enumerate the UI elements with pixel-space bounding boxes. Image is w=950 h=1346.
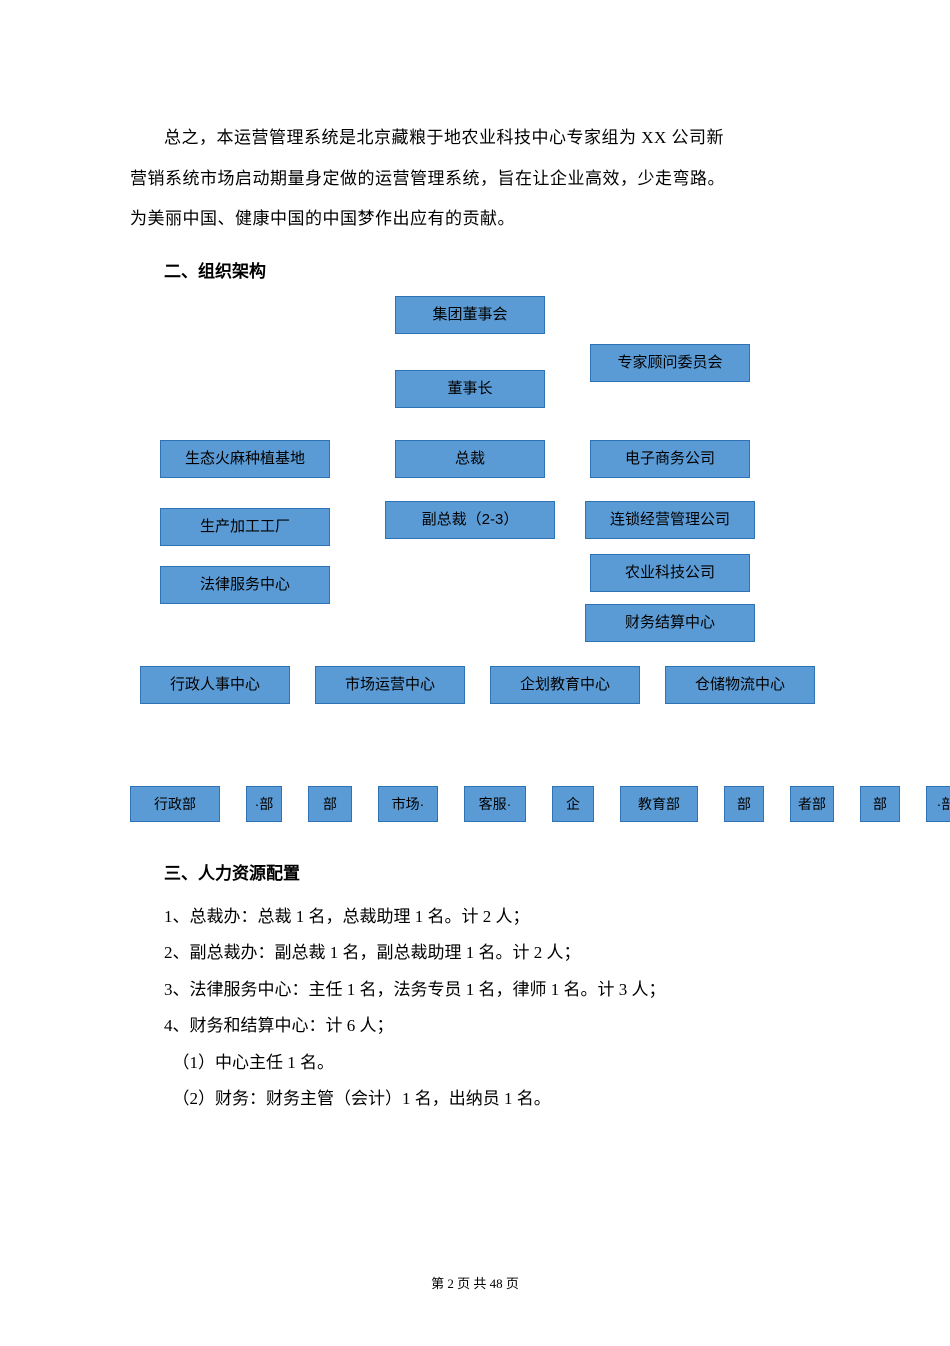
org-dept: 部 [308,786,352,822]
org-dept: ·部 [246,786,282,822]
org-node-advisors: 专家顾问委员会 [590,344,750,382]
org-center: 市场运营中心 [315,666,465,704]
org-node-factory: 生产加工工厂 [160,508,330,546]
org-node-board: 集团董事会 [395,296,545,334]
org-node-chairman: 董事长 [395,370,545,408]
org-node-chain: 连锁经营管理公司 [585,501,755,539]
intro-line: 总之，本运营管理系统是北京藏粮于地农业科技中心专家组为 XX 公司新 [130,120,820,157]
section-heading-3: 三、人力资源配置 [130,856,820,893]
org-center: 仓储物流中心 [665,666,815,704]
org-dept: 行政部 [130,786,220,822]
org-dept: 者部 [790,786,834,822]
org-node-ceo: 总裁 [395,440,545,478]
org-node-vp: 副总裁（2-3） [385,501,555,539]
org-chart: 集团董事会专家顾问委员会董事长生态火麻种植基地 总裁 电子商务公司生产加工工厂 副总裁… [130,296,820,826]
org-center: 企划教育中心 [490,666,640,704]
org-dept: 教育部 [620,786,698,822]
org-dept: 客服· [464,786,526,822]
section-heading-2: 二、组织架构 [130,254,820,291]
org-dept: 部 [724,786,764,822]
hr-item: 4、财务和结算中心：计 6 人； [130,1008,820,1045]
hr-item: 3、法律服务中心：主任 1 名，法务专员 1 名，律师 1 名。计 3 人； [130,972,820,1009]
page-footer: 第 2 页 共 48 页 [0,1270,950,1298]
hr-subitem: （1）中心主任 1 名。 [130,1045,820,1082]
document-page: 总之，本运营管理系统是北京藏粮于地农业科技中心专家组为 XX 公司新 营销系统市… [0,0,950,1346]
org-dept: 部 [860,786,900,822]
org-node-base: 生态火麻种植基地 [160,440,330,478]
org-node-finance: 财务结算中心 [585,604,755,642]
hr-subitem: （2）财务：财务主管（会计）1 名，出纳员 1 名。 [130,1081,820,1118]
hr-item: 2、副总裁办：副总裁 1 名，副总裁助理 1 名。计 2 人； [130,935,820,972]
org-node-ecom: 电子商务公司 [590,440,750,478]
org-dept: 市场· [378,786,438,822]
intro-line: 营销系统市场启动期量身定做的运营管理系统，旨在让企业高效，少走弯路。 [130,161,820,198]
org-center: 行政人事中心 [140,666,290,704]
org-node-legal: 法律服务中心 [160,566,330,604]
org-dept: ·部 [926,786,950,822]
org-node-agritech: 农业科技公司 [590,554,750,592]
intro-line: 为美丽中国、健康中国的中国梦作出应有的贡献。 [130,201,820,238]
org-dept: 企 [552,786,594,822]
hr-item: 1、总裁办：总裁 1 名，总裁助理 1 名。计 2 人； [130,899,820,936]
